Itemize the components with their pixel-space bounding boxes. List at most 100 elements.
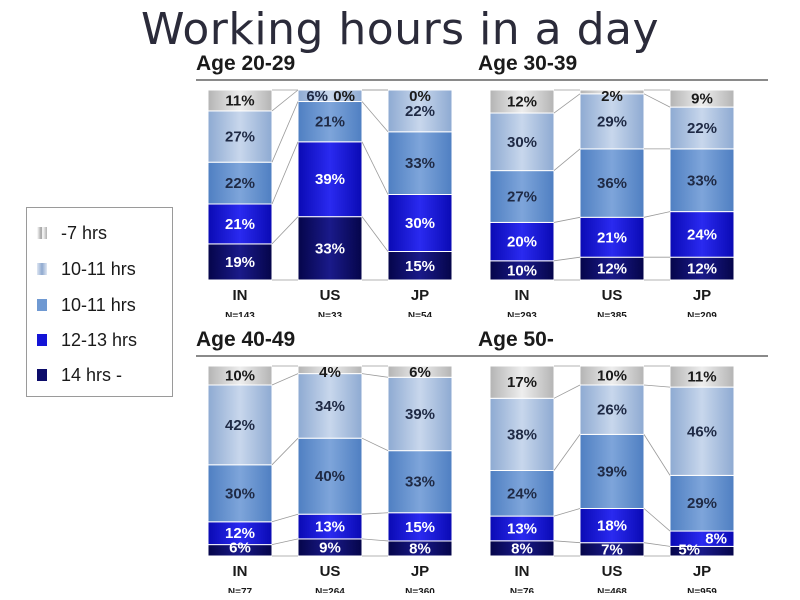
segment-label: 39% xyxy=(405,406,435,423)
connector-line xyxy=(361,538,389,542)
connector-line xyxy=(361,101,389,133)
segment-label: 19% xyxy=(225,254,255,271)
bar-segment xyxy=(579,148,645,218)
sample-size-label: N=33 xyxy=(318,311,343,317)
bar-segment xyxy=(489,515,555,542)
legend-swatch xyxy=(37,369,47,381)
connector-line xyxy=(553,384,581,399)
bar-segment xyxy=(207,89,273,112)
bar-segment xyxy=(387,512,453,542)
bar-segment xyxy=(387,89,453,133)
sample-size-label: N=209 xyxy=(687,311,717,317)
segment-label: 10% xyxy=(507,262,537,279)
segment-label: 13% xyxy=(315,519,345,536)
stacked-bar-chart: 8% 13% 24% 38% 17% 7% 18% 39% 26% 10% 5% 8% 29% 46% 11… xyxy=(489,365,735,593)
panel-title: Age 40-49 xyxy=(196,328,296,351)
legend-item: 10-11 hrs xyxy=(37,256,136,282)
bar-segment xyxy=(489,89,555,114)
segment-label: 26% xyxy=(597,402,627,419)
segment-label: 7% xyxy=(601,541,623,558)
segment-label: 30% xyxy=(507,134,537,151)
segment-label: 22% xyxy=(225,175,255,192)
category-label: IN xyxy=(515,287,530,304)
category-label: US xyxy=(602,287,623,304)
segment-label: 30% xyxy=(225,485,255,502)
bar-segment xyxy=(669,89,735,108)
bar-segment xyxy=(579,384,645,435)
bar-segment xyxy=(579,508,645,544)
category-label: IN xyxy=(233,287,248,304)
segment-label: 6% xyxy=(229,540,251,557)
segment-label: 4% xyxy=(319,364,341,381)
category-label: JP xyxy=(693,287,711,304)
segment-label: 10% xyxy=(225,368,255,385)
bar-segment xyxy=(207,365,273,386)
category-label: JP xyxy=(693,563,711,580)
bar-segment xyxy=(387,194,453,252)
segment-label: 27% xyxy=(507,189,537,206)
bar-segment xyxy=(669,148,735,213)
segment-label: 42% xyxy=(225,417,255,434)
segment-label: 24% xyxy=(507,485,537,502)
segment-label: 27% xyxy=(225,129,255,146)
segment-label: 8% xyxy=(409,540,431,557)
segment-label: 21% xyxy=(315,114,345,131)
bar-segment xyxy=(387,365,453,378)
segment-label: 30% xyxy=(405,215,435,232)
panel-age-20-29: Age 20-29 19% 21% 22% 27% 11% 33% 39% 21% 6% 0% 15… xyxy=(196,52,486,317)
connector-line xyxy=(643,93,671,108)
segment-label: 29% xyxy=(597,113,627,130)
connector-line xyxy=(643,508,671,532)
bar-segment xyxy=(297,89,363,103)
bar-segment xyxy=(579,433,645,509)
connector-line xyxy=(553,434,581,471)
connector-line xyxy=(361,512,389,515)
connector-line xyxy=(553,93,581,114)
panel-rule xyxy=(196,355,486,357)
bar-segment xyxy=(297,101,363,143)
segment-label: 13% xyxy=(507,520,537,537)
sample-size-label: N=264 xyxy=(315,587,345,593)
segment-label: 21% xyxy=(597,229,627,246)
segment-label: 6% xyxy=(409,364,431,381)
segment-label: 5% xyxy=(678,541,700,558)
sample-size-label: N=293 xyxy=(507,311,537,317)
bar-segment xyxy=(489,365,555,399)
segment-label: 33% xyxy=(315,240,345,257)
panel-title: Age 50- xyxy=(478,328,554,351)
category-label: US xyxy=(602,563,623,580)
segment-label: 17% xyxy=(507,374,537,391)
panel-rule xyxy=(478,355,768,357)
connector-line xyxy=(361,437,389,452)
bar-segment xyxy=(669,386,735,476)
legend-item: -7 hrs xyxy=(37,220,107,246)
segment-label: 0% xyxy=(409,88,431,105)
segment-label: 33% xyxy=(405,155,435,172)
bar-segment xyxy=(579,365,645,386)
legend-label: 12-13 hrs xyxy=(61,329,138,350)
segment-label: 9% xyxy=(691,91,713,108)
segment-label: 15% xyxy=(405,519,435,536)
panel-age-50: Age 50- 8% 13% 24% 38% 17% 7% 18% 39% 26% 10% 5% 8%… xyxy=(478,328,768,593)
chart-main-title: Working hours in a day xyxy=(140,4,660,55)
connector-line xyxy=(271,101,299,163)
connector-line xyxy=(643,542,671,547)
segment-label: 12% xyxy=(687,261,717,278)
sample-size-label: N=360 xyxy=(405,587,435,593)
legend-label: 10-11 hrs xyxy=(61,258,136,279)
segment-label: 22% xyxy=(405,103,435,120)
connector-line xyxy=(271,373,299,386)
bar-segment xyxy=(579,89,645,95)
bar-segment xyxy=(579,93,645,150)
segment-label: 11% xyxy=(687,369,716,386)
sample-size-label: N=959 xyxy=(687,587,717,593)
category-label: IN xyxy=(515,563,530,580)
bar-segment xyxy=(297,365,363,375)
category-label: IN xyxy=(233,563,248,580)
connector-line xyxy=(553,148,581,171)
category-label: US xyxy=(320,287,341,304)
legend-swatch xyxy=(37,263,47,275)
bar-segment xyxy=(297,437,363,515)
segment-label: 34% xyxy=(315,398,345,415)
sample-size-label: N=54 xyxy=(408,311,433,317)
